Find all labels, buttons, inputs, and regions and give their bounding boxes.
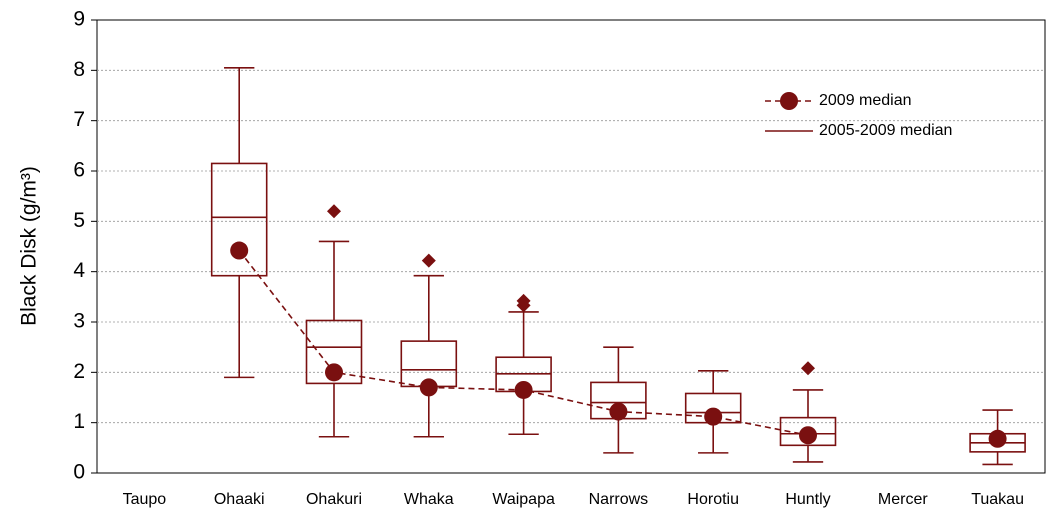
y-tick-label: 4 — [73, 259, 85, 282]
x-tick-label: Whaka — [404, 491, 454, 508]
x-tick-label: Waipapa — [492, 491, 555, 508]
median-2009-point — [230, 241, 249, 260]
legend-label: 2009 median — [819, 92, 912, 109]
x-tick-label: Tuakau — [971, 491, 1024, 508]
x-tick-label: Narrows — [589, 491, 649, 508]
median-2009-point — [609, 402, 628, 421]
y-tick-label: 9 — [73, 8, 85, 31]
median-2009-point — [704, 407, 723, 426]
y-tick-label: 7 — [73, 108, 85, 131]
outlier — [327, 204, 341, 219]
x-tick-label: Mercer — [878, 491, 928, 508]
median-2009-point — [325, 363, 343, 382]
legend-label: 2005-2009 median — [819, 122, 952, 139]
median-2009-point — [514, 380, 533, 399]
x-tick-label: Ohaaki — [214, 491, 265, 508]
box — [305, 319, 363, 385]
x-tick-label: Ohakuri — [306, 491, 362, 508]
y-axis-label: Black Disk (g/m³) — [18, 166, 41, 326]
y-tick-label: 3 — [73, 310, 85, 333]
median-2009-point — [419, 378, 438, 397]
y-tick-label: 8 — [73, 58, 85, 81]
y-tick-label: 6 — [73, 159, 85, 182]
median-2009-point — [988, 429, 1007, 448]
y-tick-label: 5 — [73, 209, 85, 232]
plot-frame — [96, 19, 1046, 474]
x-tick-label: Taupo — [123, 491, 167, 508]
y-tick-label: 1 — [73, 410, 85, 433]
box — [210, 162, 268, 277]
median-2009-point — [799, 426, 817, 445]
x-tick-label: Huntly — [785, 491, 830, 508]
y-tick-label: 0 — [73, 461, 85, 484]
y-tick-label: 2 — [73, 360, 85, 383]
box — [779, 416, 837, 447]
outlier — [801, 361, 815, 376]
legend-swatch-marker — [780, 92, 798, 110]
x-tick-label: Horotiu — [687, 491, 739, 508]
outlier — [421, 253, 436, 268]
outlier — [516, 293, 531, 308]
